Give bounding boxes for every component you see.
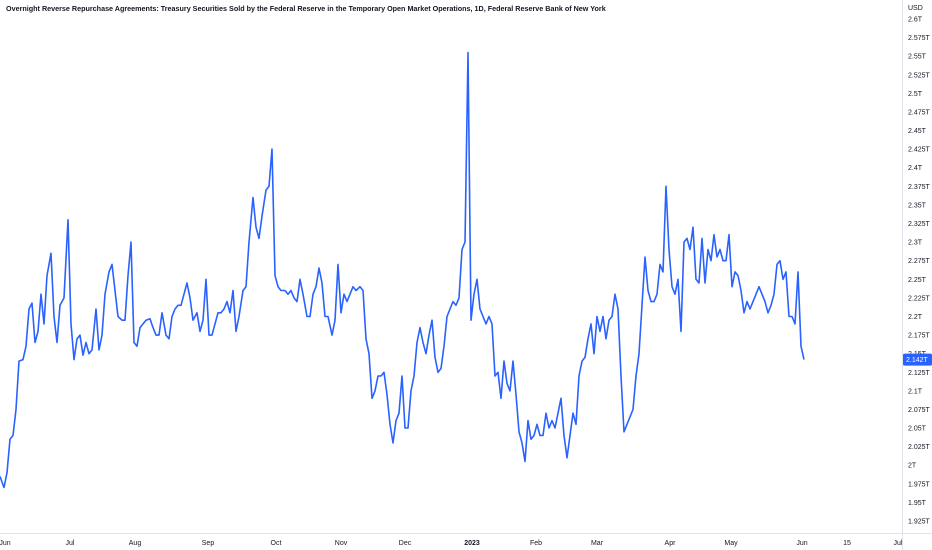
x-tick-label: Aug — [129, 540, 142, 547]
x-tick-label: 15 — [843, 540, 851, 547]
y-tick-label: 2.425T — [908, 147, 931, 154]
y-tick-label: 2.275T — [908, 258, 931, 265]
y-tick-label: 2.4T — [908, 165, 923, 172]
y-tick-label: 2.2T — [908, 314, 923, 321]
x-tick-label: Feb — [530, 540, 542, 547]
last-value-label: 2.142T — [906, 357, 929, 364]
y-tick-label: 2.325T — [908, 221, 931, 228]
y-tick-label: 2.35T — [908, 202, 927, 209]
series-line — [0, 51, 805, 489]
y-tick-label: 2.575T — [908, 35, 931, 42]
x-tick-label: Jun — [796, 540, 807, 547]
x-tick-label: Apr — [665, 540, 677, 547]
currency-label: USD — [908, 5, 923, 12]
y-tick-label: 2.5T — [908, 91, 923, 98]
y-tick-label: 1.925T — [908, 519, 931, 526]
last-value-badge: 2.142T — [903, 353, 932, 366]
y-tick-label: 1.975T — [908, 481, 931, 488]
y-tick-label: 2.6T — [908, 17, 923, 24]
y-tick-label: 2.1T — [908, 388, 923, 395]
x-tick-label: Oct — [271, 540, 282, 547]
y-tick-label: 2.025T — [908, 444, 931, 451]
x-tick-label: Jul — [894, 540, 903, 547]
x-axis: Jun Jul Aug Sep Oct Nov Dec 2023 Feb Mar Apr May Jun… — [0, 533, 932, 547]
y-tick-label: 2.225T — [908, 295, 931, 302]
y-tick-label: 2.55T — [908, 54, 927, 61]
y-tick-label: 2.525T — [908, 72, 931, 79]
last-value-badge-bg — [903, 353, 932, 366]
y-tick-label: 2.05T — [908, 426, 927, 433]
y-tick-label: 1.95T — [908, 500, 927, 507]
y-tick-label: 2.075T — [908, 407, 931, 414]
x-tick-label: Jun — [0, 540, 11, 547]
x-tick-label: May — [724, 540, 738, 547]
y-tick-label: 2.475T — [908, 109, 931, 116]
y-tick-label: 2.375T — [908, 184, 931, 191]
x-tick-label: Mar — [591, 540, 604, 547]
y-tick-label: 2.25T — [908, 277, 927, 284]
x-tick-label: Dec — [399, 540, 412, 547]
x-tick-label: Nov — [335, 540, 348, 547]
plot-area — [0, 51, 805, 489]
y-tick-label: 2.175T — [908, 333, 931, 340]
y-tick-label: 2.125T — [908, 370, 931, 377]
y-tick-label: 2.45T — [908, 128, 927, 135]
y-axis: 2.6T 2.575T 2.55T 2.525T 2.5T 2.475T 2.45T 2.42… — [902, 0, 931, 550]
x-tick-label: 2023 — [464, 540, 480, 547]
x-tick-label: Jul — [66, 540, 75, 547]
y-tick-label: 2T — [908, 463, 917, 470]
y-tick-label: 2.3T — [908, 240, 923, 247]
x-tick-label: Sep — [202, 540, 215, 547]
chart-title: Overnight Reverse Repurchase Agreements:… — [6, 4, 606, 13]
